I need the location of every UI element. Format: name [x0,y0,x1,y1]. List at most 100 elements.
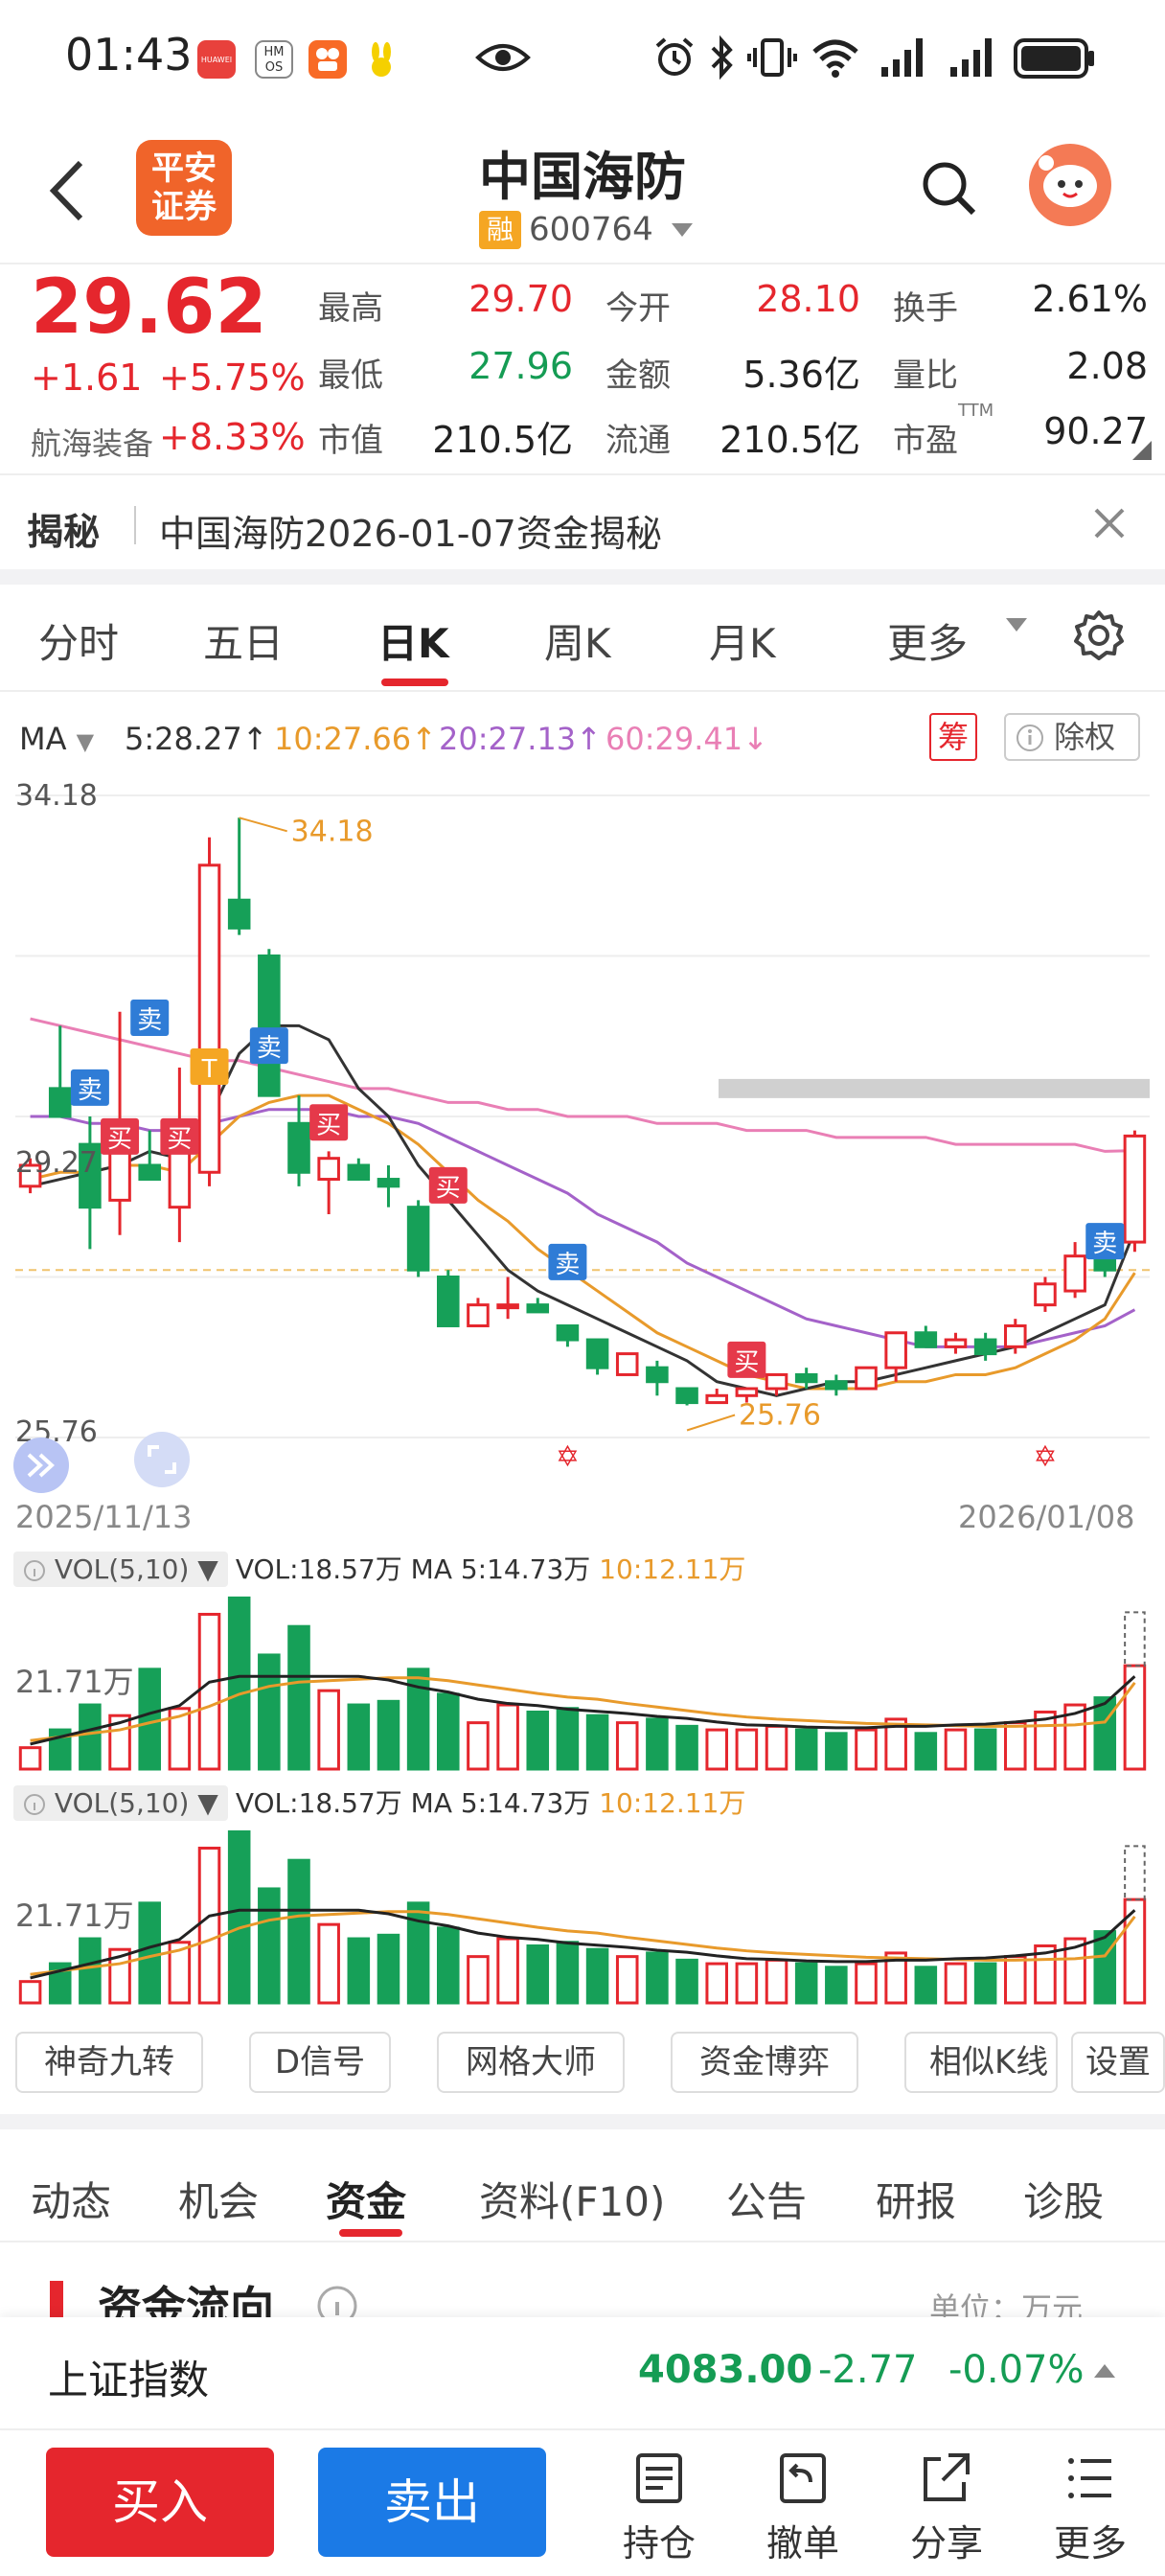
trade-mark-buy: 买 [160,1117,199,1155]
sector-name[interactable]: 航海装备 [31,426,154,462]
buy-button[interactable]: 买入 [46,2448,274,2557]
volume-bar [79,1703,102,1771]
bottom-tab-4[interactable]: 公告 [726,2178,808,2225]
expand-left-button[interactable] [13,1438,69,1493]
stock-code-row[interactable]: 融 600764 [479,209,695,249]
volume-bar [735,1728,759,1771]
volume-bar [48,1728,72,1771]
candle [79,1116,102,1250]
volume-bar [765,1958,788,2005]
bottom-tab-1[interactable]: 机会 [178,2178,260,2225]
quote-value: 210.5亿 [720,419,860,461]
gear-icon[interactable] [1073,610,1125,661]
bottom-tab-6[interactable]: 诊股 [1023,2178,1105,2225]
ma-value-20: 20:27.13↑ [439,721,602,757]
fullscreen-button[interactable] [134,1432,190,1487]
vol-tag[interactable]: VOL(5,10) ▼ [13,1552,228,1587]
volume-bar [944,1962,968,2005]
candle-body [467,1303,490,1327]
tool-grid-master[interactable]: 网格大师 [437,2032,625,2093]
corner-triangle-icon [1132,441,1152,460]
period-tab-0[interactable]: 分时 [38,620,120,667]
bottom-tab-3[interactable]: 资料(F10) [479,2178,666,2225]
tool-similar-kline[interactable]: 相似K线 [904,2032,1058,2093]
chip-button[interactable]: 筹 [929,713,977,761]
vol-axis-label-2: 21.71万 [15,1898,134,1934]
back-icon[interactable] [48,159,86,222]
more-button[interactable]: 更多 [1033,2451,1148,2566]
hmos-app-icon: HM OS [255,40,293,79]
vol-header-1: VOL(5,10) ▼ VOL:18.57万 MA 5:14.73万 10:12.… [13,1549,745,1587]
volume-bar [855,1962,878,2005]
volume-bar [705,1962,728,2005]
volume-bar [317,1922,340,2005]
candle [794,1368,818,1390]
settings-button[interactable]: 设置 [1071,2032,1165,2093]
trade-mark-bg [160,1117,199,1155]
cancel-order-label: 撤单 [765,2522,839,2564]
period-tab-3[interactable]: 周K [544,620,611,667]
tool-nine-turn[interactable]: 神奇九转 [15,2032,203,2093]
trade-mark-bg [727,1341,766,1378]
wifi-icon [812,39,858,78]
secret-link[interactable]: 中国海防2026-01-07资金揭秘 [159,513,662,555]
close-icon[interactable] [1090,504,1129,542]
candle [138,1130,161,1182]
quote-value: 28.10 [756,278,860,320]
candle-body [227,898,251,930]
period-tab-4[interactable]: 月K [709,620,776,667]
candle-body [735,1387,759,1397]
trade-mark-bg [190,1048,229,1086]
search-icon[interactable] [920,159,979,218]
assistant-avatar-icon[interactable] [1027,142,1113,228]
bottom-tab-2[interactable]: 资金 [326,2178,407,2225]
candle-body [855,1366,878,1391]
trade-mark-bg [70,1069,109,1106]
chevron-down-icon [671,222,693,237]
candle-body [437,1276,460,1327]
vol-tag-2[interactable]: VOL(5,10) ▼ [13,1785,228,1821]
period-tab-5[interactable]: 更多 [887,620,969,667]
x-end-date: 2026/01/08 [958,1499,1135,1535]
volume-bar [914,1732,938,1771]
candle [197,837,221,1186]
volume-bar [138,1668,161,1771]
pe-ttm-sup: TTM [958,401,994,421]
share-button[interactable]: 分享 [889,2451,1004,2566]
volume-chart-1[interactable] [0,1587,1165,1779]
trade-mark-text: 卖 [555,1251,580,1279]
volume-chart-2[interactable] [0,1821,1165,2012]
ex-rights-button[interactable]: 除权 [1004,713,1140,761]
ma-label[interactable]: MA ▼ [19,721,95,757]
volume-bar [884,1951,907,2005]
trade-mark-bg [249,1027,288,1065]
info-icon[interactable] [316,2285,358,2317]
candle-body [825,1380,848,1391]
candle [585,1338,609,1375]
candle [615,1352,639,1376]
candle-body [1034,1282,1057,1307]
star-marker: ✡ [556,1440,580,1474]
y-max-label: 34.18 [15,779,98,813]
period-tab-1[interactable]: 五日 [203,620,285,667]
bottom-tab-0[interactable]: 动态 [31,2178,112,2225]
period-tab-2[interactable]: 日K [377,620,449,667]
quote-label: 量比 [893,356,958,395]
bottom-tab-5[interactable]: 研报 [876,2178,957,2225]
candle [765,1372,788,1396]
tool-d-signal[interactable]: D信号 [249,2032,391,2093]
candle [496,1276,519,1320]
holdings-button[interactable]: 持仓 [602,2451,717,2566]
more-label: 更多 [1053,2522,1127,2564]
cancel-order-button[interactable]: 撤单 [745,2451,860,2566]
candle [526,1298,550,1314]
margin-badge: 融 [479,210,521,249]
candle-body [347,1163,371,1182]
index-bar[interactable]: 上证指数 4083.00 -2.77 -0.07% [0,2317,1165,2428]
volume-bar [437,1926,460,2005]
volume-bar [825,1732,848,1771]
sell-button[interactable]: 卖出 [318,2448,546,2557]
tool-fund-game[interactable]: 资金博弈 [671,2032,858,2093]
candle-body [705,1393,728,1405]
